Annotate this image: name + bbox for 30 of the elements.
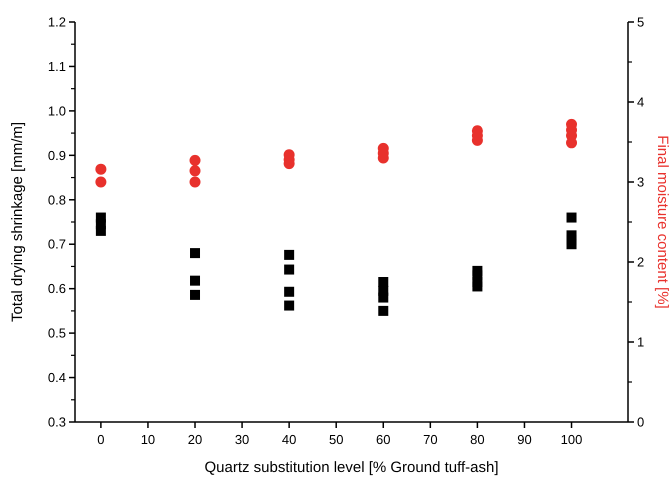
x-tick-label: 20 [188,432,202,447]
y-axis-title: Total drying shrinkage [mm/m] [9,122,26,322]
y2-axis-title: Final moisture content [%] [654,135,671,309]
x-tick-label: 90 [517,432,532,447]
y2-tick-label: 2 [637,254,644,270]
x-tick-label: 70 [423,432,438,447]
y-tick-label: 1.2 [48,14,66,30]
x-tick-label: 80 [470,432,485,447]
y2-tick-label: 4 [637,94,644,110]
y-tick-label: 0.3 [48,414,66,430]
y-tick-label: 0.4 [48,370,66,386]
y2-tick-label: 5 [637,14,644,30]
x-tick-label: 30 [234,432,250,447]
x-tick-label: 100 [560,432,582,447]
y-tick-label: 1.0 [48,103,66,118]
y2-tick-label: 1 [637,334,644,350]
x-tick-label: 60 [376,432,390,447]
x-axis-title: Quartz substitution level [% Ground tuff-ash] [204,459,499,476]
x-tick-label: 10 [140,432,156,447]
y-tick-label: 0.5 [48,326,66,341]
x-tick-label: 40 [282,432,296,447]
y2-tick-label: 0 [637,414,644,430]
y-tick-label: 0.8 [48,192,66,208]
y-tick-label: 0.9 [48,148,66,163]
y2-tick-label: 3 [637,174,644,190]
y-tick-label: 0.7 [48,236,66,252]
x-tick-label: 50 [328,432,344,447]
y-tick-label: 1.1 [48,58,66,74]
y-tick-label: 0.6 [48,281,66,296]
x-tick-label: 0 [97,432,104,447]
